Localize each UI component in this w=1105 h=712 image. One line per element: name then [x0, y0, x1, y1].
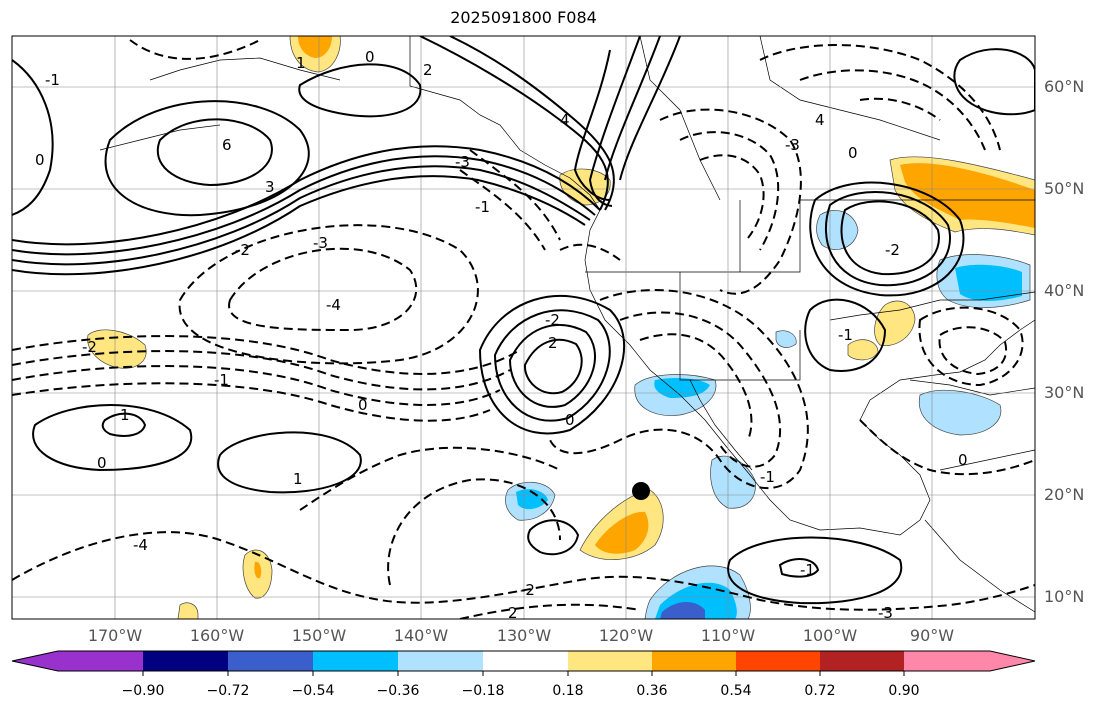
contour-label: -2: [885, 241, 900, 259]
contour-label: -4: [326, 296, 341, 314]
lon-label: 160°W: [189, 626, 245, 645]
lon-label: 110°W: [700, 626, 756, 645]
contour-label: -3: [313, 234, 328, 252]
contour-label: -3: [455, 153, 470, 171]
contour-label: 0: [565, 411, 575, 429]
contour-label: 3: [265, 178, 275, 196]
contour-label: 2: [423, 61, 433, 79]
colorbar: [11, 650, 1036, 676]
map-title: 2025091800 F084: [450, 8, 597, 27]
lon-label: 90°W: [909, 626, 955, 645]
contour-label: -2: [82, 338, 97, 356]
lon-label: 130°W: [496, 626, 552, 645]
negative-contours: [12, 39, 1035, 619]
contour-label: 0: [35, 151, 45, 169]
contour-label: 0: [97, 454, 107, 472]
lat-label: 10°N: [1044, 587, 1085, 606]
contour-label: 0: [365, 48, 375, 66]
lon-label: 150°W: [291, 626, 347, 645]
contour-label: 6: [222, 136, 232, 154]
colorbar-tick-label: −0.54: [291, 683, 335, 699]
positive-contours: [12, 36, 1035, 605]
contour-label: -3: [785, 136, 800, 154]
contour-label: -2: [235, 241, 250, 259]
contour-label: -4: [133, 536, 148, 554]
contour-label: 1: [293, 470, 303, 488]
colorbar-tick-label: 0.36: [636, 683, 668, 699]
contour-label: -1: [800, 561, 815, 579]
colorbar-tick-label: −0.90: [121, 683, 165, 699]
lat-label: 40°N: [1044, 281, 1085, 300]
contour-label: -2: [520, 581, 535, 599]
contour-label: 2: [508, 604, 518, 622]
colorbar-tick-label: 0.90: [888, 683, 920, 699]
contour-label: -1: [475, 198, 490, 216]
lat-label: 30°N: [1044, 383, 1085, 402]
contour-label: -1: [45, 71, 60, 89]
map-frame: [11, 35, 1036, 620]
map-background: [12, 36, 1035, 619]
contour-label: 1: [120, 406, 130, 424]
contour-label: 4: [815, 111, 825, 129]
contour-label: 0: [958, 451, 968, 469]
contour-label: 1: [296, 54, 306, 72]
contour-label: 2: [548, 334, 558, 352]
lon-label: 170°W: [87, 626, 143, 645]
lat-label: 20°N: [1044, 485, 1085, 504]
contour-label: -3: [878, 604, 893, 622]
contour-labels: 0 2 1 6 3 -1 -2 -3 -4 4 0 -1 1 0 -1 -2 0…: [35, 48, 968, 622]
coastlines: [99, 36, 1035, 613]
contour-label: 0: [358, 396, 368, 414]
colorbar-tick-label: 0.54: [720, 683, 752, 699]
lat-label: 60°N: [1044, 77, 1085, 96]
storm-position-marker: [632, 482, 650, 500]
contour-label: 0: [848, 144, 858, 162]
contour-label: -1: [760, 468, 775, 486]
colorbar-tick-label: −0.72: [206, 683, 250, 699]
contour-label: 4: [560, 111, 570, 129]
colorbar-tick-label: −0.36: [376, 683, 420, 699]
colorbar-tick-label: 0.18: [552, 683, 584, 699]
contour-label: -1: [214, 371, 229, 389]
contour-label: -2: [545, 311, 560, 329]
lat-label: 50°N: [1044, 179, 1085, 198]
contour-label: -1: [838, 326, 853, 344]
lon-label: 120°W: [598, 626, 654, 645]
colorbar-tick-label: −0.18: [461, 683, 505, 699]
colorbar-tick-label: 0.72: [804, 683, 836, 699]
lon-label: 100°W: [802, 626, 858, 645]
lon-label: 140°W: [393, 626, 449, 645]
